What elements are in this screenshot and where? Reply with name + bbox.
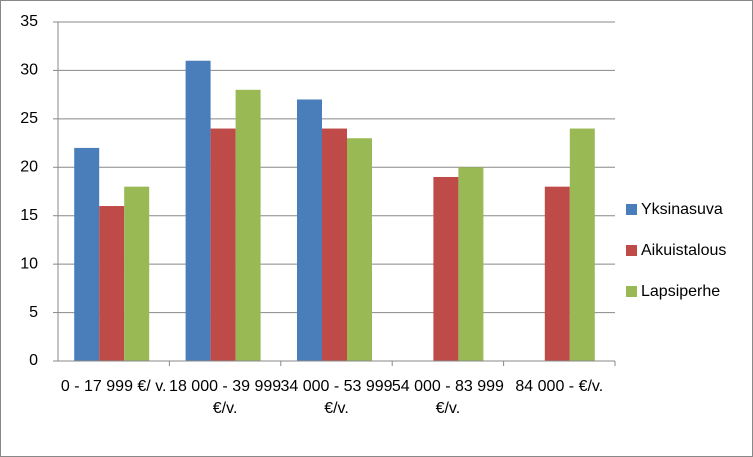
- bar: [322, 128, 347, 361]
- x-tick-label: 54 000 - 83 999 €/v.: [391, 378, 504, 417]
- bar: [99, 206, 125, 361]
- y-tick-label: 15: [20, 207, 38, 224]
- bar: [210, 128, 236, 361]
- y-tick-label: 20: [20, 159, 38, 176]
- x-tick-label: 18 000 - 39 999 €/v.: [169, 378, 282, 417]
- bar: [433, 176, 459, 361]
- bar: [235, 89, 261, 362]
- y-tick-label: 35: [20, 13, 38, 30]
- x-tick-label: 84 000 - €/v.: [515, 378, 604, 395]
- legend-swatch: [626, 286, 637, 297]
- legend-swatch: [626, 245, 637, 256]
- bar: [297, 99, 322, 361]
- x-tick-label: 0 - 17 999 €/ v.: [60, 378, 167, 395]
- x-tick-label: 34 000 - 53 999 €/v.: [280, 378, 393, 417]
- y-tick-label: 0: [29, 352, 38, 369]
- bar: [185, 60, 211, 361]
- legend-label: Lapsiperhe: [641, 283, 720, 300]
- y-tick-label: 30: [20, 62, 38, 79]
- y-tick-label: 5: [29, 304, 38, 321]
- bar: [569, 128, 595, 361]
- y-tick-label: 10: [20, 255, 38, 272]
- bar: [544, 186, 570, 361]
- bar: [347, 138, 372, 361]
- legend-label: Aikuistalous: [641, 242, 726, 259]
- legend-label: Yksinasuva: [641, 201, 723, 218]
- bar: [458, 167, 484, 361]
- legend-swatch: [626, 204, 637, 215]
- bar: [74, 147, 100, 361]
- bar: [124, 186, 150, 361]
- y-tick-label: 25: [20, 110, 38, 127]
